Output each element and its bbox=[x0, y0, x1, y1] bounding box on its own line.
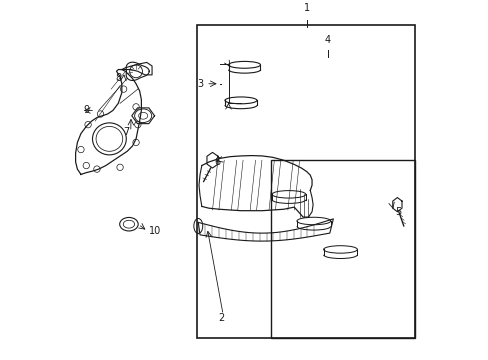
Text: 10: 10 bbox=[148, 226, 161, 236]
Text: 4: 4 bbox=[325, 35, 330, 45]
Text: 8: 8 bbox=[116, 73, 122, 84]
Text: 1: 1 bbox=[303, 3, 309, 13]
Text: 3: 3 bbox=[197, 79, 203, 89]
Text: 2: 2 bbox=[218, 314, 224, 323]
Text: 7: 7 bbox=[122, 127, 129, 137]
Text: 6: 6 bbox=[214, 157, 220, 167]
Bar bbox=[196, 25, 414, 338]
Text: 5: 5 bbox=[395, 207, 401, 217]
Text: 9: 9 bbox=[83, 105, 90, 116]
Bar bbox=[271, 160, 414, 338]
